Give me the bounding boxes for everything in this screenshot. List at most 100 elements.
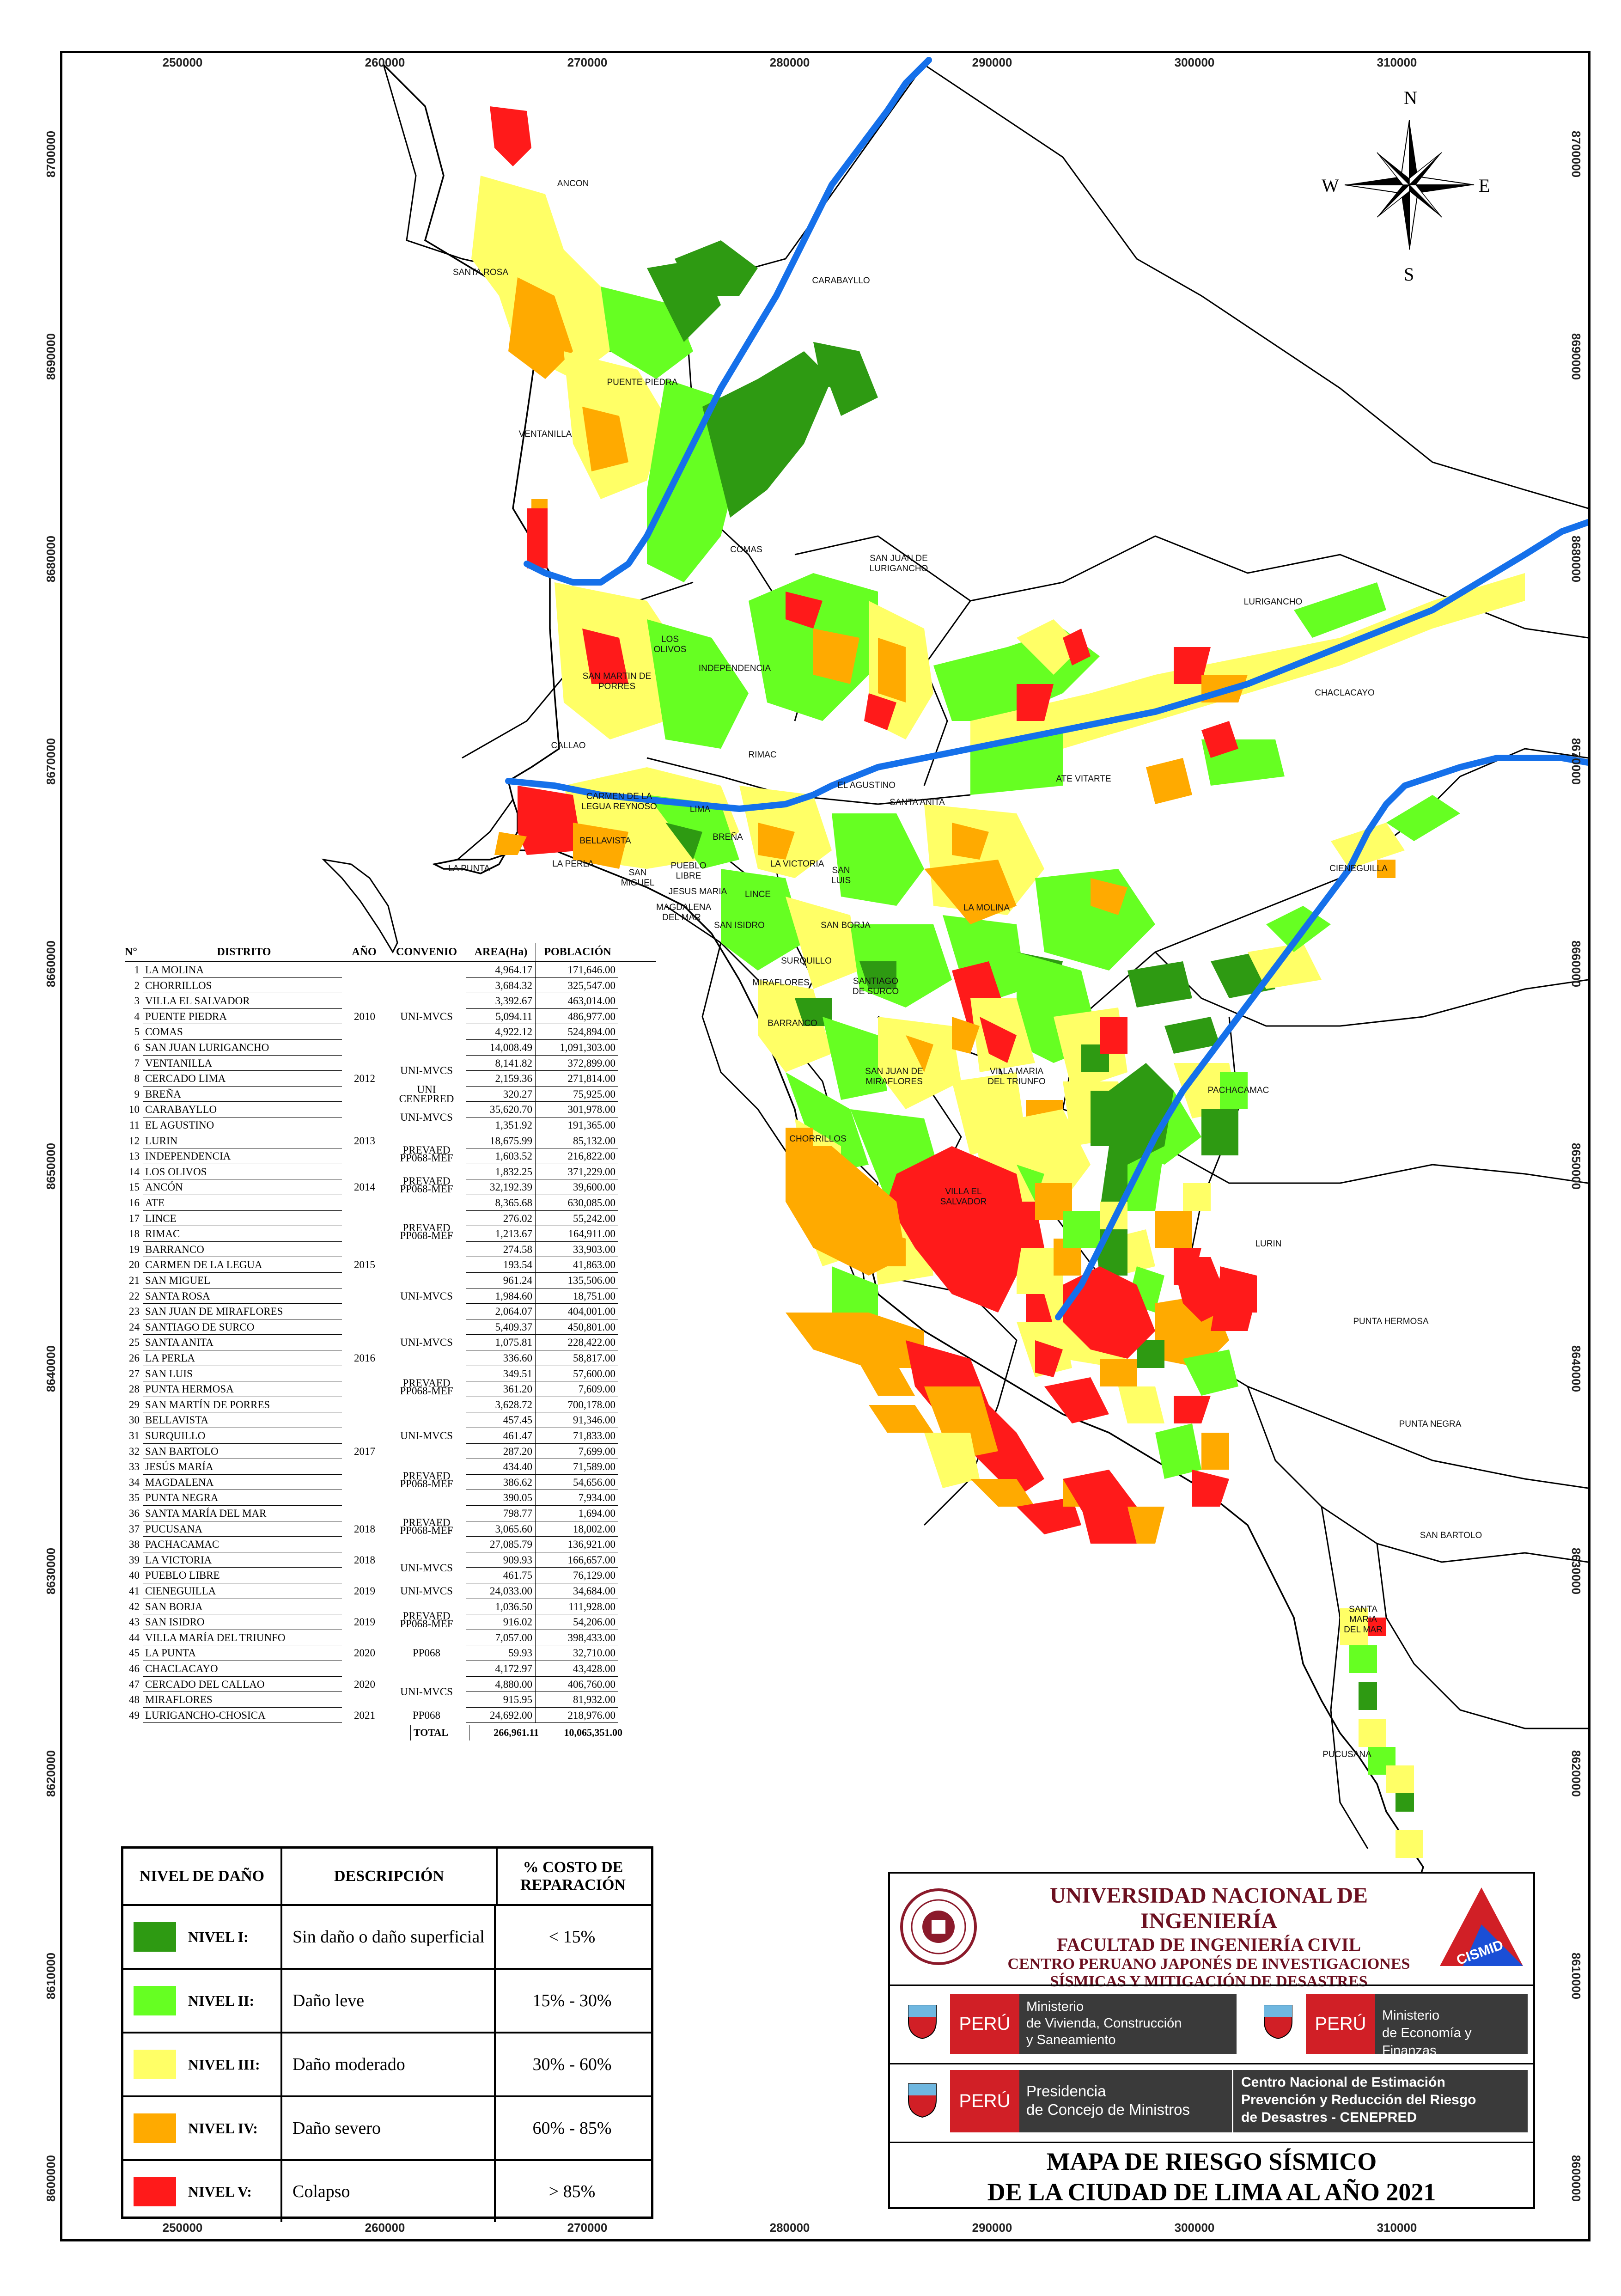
legend-h-desc: DESCRIPCIÓN — [280, 1849, 496, 1904]
row-num: 31 — [129, 1430, 140, 1441]
row-num: 4 — [134, 1010, 140, 1022]
row-num: 8 — [134, 1073, 140, 1085]
table-row: 45 LA PUNTA 59.93 32,710.00 — [125, 1645, 618, 1661]
mvcs-box: PERÚ Ministerio de Vivienda, Construcció… — [950, 1994, 1237, 2054]
row-agreement: UNI-MVCS — [400, 1585, 453, 1597]
center-name-1: CENTRO PERUANO JAPONÉS DE INVESTIGACIONE… — [1007, 1955, 1410, 1972]
row-num: 41 — [129, 1585, 140, 1597]
row-num: 22 — [129, 1290, 140, 1302]
table-row: 43 SAN ISIDRO 916.02 54,206.00 — [125, 1614, 618, 1630]
map-label-callao: CALLAO — [551, 741, 586, 751]
row-gap — [342, 1630, 466, 1646]
row-year: 2016 — [354, 1352, 375, 1364]
y-label-right-8620000: 8620000 — [1569, 1750, 1584, 1797]
map-label-san-juan-de-miraflores: SAN JUAN DE MIRAFLORES — [865, 1067, 923, 1087]
row-area: 8,141.82 — [466, 1055, 535, 1071]
pcm-box: PERÚ Presidencia de Concejo de Ministros… — [950, 2070, 1528, 2132]
row-gap — [342, 1242, 466, 1258]
row-district: CIENEGUILLA — [143, 1583, 342, 1599]
row-area: 32,192.39 — [466, 1179, 535, 1195]
th-area: AREA(Ha) — [466, 943, 536, 961]
row-district: SAN LUIS — [143, 1366, 342, 1382]
risk-zone-patch — [1164, 1017, 1220, 1054]
compass-w: W — [1322, 175, 1339, 196]
row-population: 171,646.00 — [535, 962, 618, 978]
map-label-carmen-de-la-legua: CARMEN DE LA LEGUA REYNOSO — [581, 792, 657, 812]
row-population: 7,934.00 — [535, 1490, 618, 1506]
row-population: 1,091,303.00 — [535, 1040, 618, 1056]
total-area: 266,961.11 — [469, 1725, 539, 1740]
row-num: 35 — [129, 1492, 140, 1504]
risk-zone-patch — [721, 869, 804, 971]
row-area: 1,036.50 — [466, 1599, 535, 1615]
y-label-left-8610000: 8610000 — [44, 1952, 58, 2000]
row-population: 76,129.00 — [535, 1568, 618, 1583]
total-label: TOTAL — [410, 1725, 469, 1740]
row-population: 39,600.00 — [535, 1179, 618, 1195]
table-row: 35 PUNTA NEGRA 390.05 7,934.00 — [125, 1490, 618, 1506]
row-year: 2014 — [354, 1181, 375, 1193]
y-label-right-8630000: 8630000 — [1569, 1547, 1584, 1595]
risk-zone-patch — [1118, 1386, 1164, 1423]
risk-zone-patch — [1017, 684, 1054, 721]
row-num: 36 — [129, 1508, 140, 1519]
th-agreement: CONVENIO — [396, 946, 457, 958]
row-num: 32 — [129, 1445, 140, 1457]
row-agreement: PREVAED — [402, 1470, 451, 1482]
row-population: 135,506.00 — [535, 1273, 618, 1288]
row-num: 5 — [134, 1026, 140, 1038]
row-population: 7,609.00 — [535, 1381, 618, 1397]
map-label-ancon: ANCON — [557, 179, 589, 189]
map-label-punta-negra: PUNTA NEGRA — [1399, 1419, 1462, 1429]
table-row: 21 SAN MIGUEL 961.24 135,506.00 — [125, 1273, 618, 1288]
row-agreement: PREVAED — [402, 1144, 451, 1156]
row-area: 1,603.52 — [466, 1148, 535, 1164]
row-area: 336.60 — [466, 1350, 535, 1366]
row-population: 450,801.00 — [535, 1319, 618, 1335]
table-row: 22 SANTA ROSA 1,984.60 18,751.00 — [125, 1288, 618, 1304]
risk-zone-patch — [1266, 906, 1331, 952]
row-num: 27 — [129, 1368, 140, 1380]
row-area: 3,065.60 — [466, 1521, 535, 1537]
row-population: 33,903.00 — [535, 1241, 618, 1258]
risk-zone-patch — [582, 629, 628, 684]
table-row: 42 SAN BORJA 1,036.50 111,928.00 — [125, 1599, 618, 1615]
row-district: SAN ISIDRO — [143, 1614, 342, 1630]
table-row: 16 ATE 8,365.68 630,085.00 — [125, 1195, 618, 1211]
table-total-row: TOTAL 266,961.11 10,065,351.00 — [125, 1725, 656, 1740]
row-gap — [342, 993, 466, 1009]
compass-star-icon — [1344, 120, 1475, 250]
risk-zone-patch — [924, 860, 1017, 924]
row-num: 30 — [129, 1414, 140, 1426]
legend-row: NIVEL II: Daño leve 15% - 30% — [123, 1970, 651, 2033]
row-district: CARABAYLLO — [143, 1102, 342, 1117]
legend-level: NIVEL I: — [188, 1928, 249, 1945]
row-population: 371,229.00 — [535, 1164, 618, 1180]
risk-zone-patch — [878, 638, 906, 702]
x-label-top-250000: 250000 — [162, 55, 203, 69]
pcm-line-2: de Concejo de Ministros — [1026, 2101, 1190, 2118]
map-label-villa-maria-del-triunfo: VILLA MARIA DEL TRIUNFO — [987, 1067, 1046, 1087]
row-population: 75,925.00 — [535, 1086, 618, 1102]
row-district: LA PERLA — [143, 1350, 342, 1366]
risk-zone-patch — [1294, 582, 1386, 638]
row-population: 228,422.00 — [535, 1335, 618, 1350]
map-label-san-luis: SAN LUIS — [831, 866, 851, 885]
row-agreement: UNI-MVCS — [400, 1290, 453, 1302]
risk-zone-patch — [582, 407, 628, 471]
row-population: 191,365.00 — [535, 1117, 618, 1133]
row-num: 44 — [129, 1631, 140, 1643]
row-population: 32,710.00 — [535, 1645, 618, 1661]
risk-zone-patch — [786, 1072, 869, 1174]
villa-el-salvador-zone-2 — [786, 1146, 906, 1276]
row-district: PUCUSANA — [143, 1521, 342, 1537]
row-year: 2010 — [354, 1010, 375, 1022]
row-population: 81,932.00 — [535, 1692, 618, 1708]
risk-zone-patch — [813, 629, 859, 684]
map-label-chaclacayo: CHACLACAYO — [1315, 688, 1375, 698]
risk-zone-patch — [1349, 1645, 1377, 1673]
legend-row: NIVEL I: Sin daño o daño superficial < 1… — [123, 1906, 651, 1970]
x-label-top-260000: 260000 — [365, 55, 405, 69]
rimac-river — [505, 519, 1588, 812]
table-row: 40 PUEBLO LIBRE 461.75 76,129.00 — [125, 1568, 618, 1583]
